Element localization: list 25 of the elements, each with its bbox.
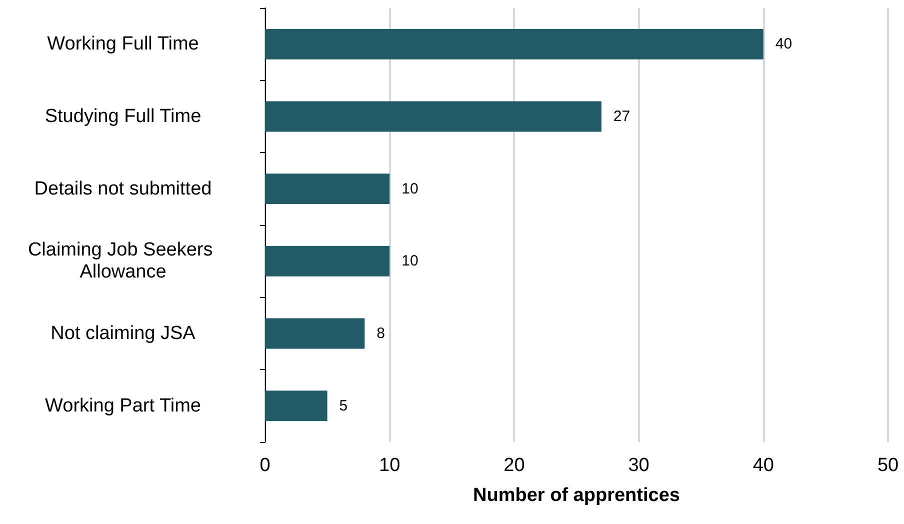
- data-label: 10: [402, 252, 418, 270]
- data-label: 27: [613, 108, 630, 125]
- y-tick-label: Studying Full Time: [44, 106, 202, 127]
- x-tick-label: 20: [504, 455, 525, 476]
- y-tick-label: Working Full Time: [47, 34, 199, 55]
- y-tick-label: Not claiming JSA: [50, 323, 196, 344]
- y-tick-label: Claiming Job Seekers Allowance: [28, 240, 218, 283]
- bar: [265, 174, 390, 204]
- bar: [265, 28, 764, 60]
- x-tick-label: 40: [752, 455, 774, 476]
- data-label: 40: [775, 36, 792, 53]
- data-label: 5: [339, 397, 348, 414]
- bar: [265, 318, 365, 349]
- bar: [265, 246, 390, 276]
- x-tick-label: 50: [877, 455, 899, 476]
- y-tick-label: Details not submitted: [34, 178, 212, 200]
- bar: [265, 390, 328, 422]
- data-label: 8: [376, 325, 386, 342]
- y-tick-label: Working Part Time: [45, 395, 201, 416]
- x-tick-label: 0: [260, 455, 270, 476]
- x-tick-label: 10: [379, 455, 400, 476]
- x-tick-label: 30: [628, 455, 650, 476]
- data-label: 10: [402, 180, 418, 198]
- bar: [265, 101, 602, 132]
- x-axis-title: Number of apprentices: [473, 485, 680, 506]
